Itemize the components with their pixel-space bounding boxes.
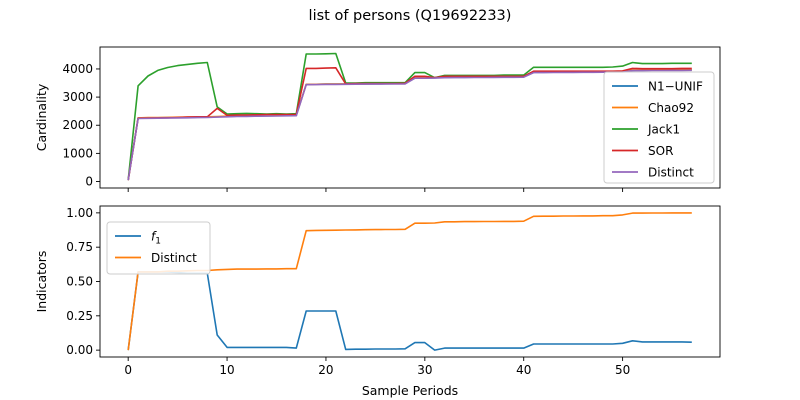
- y-axis-label: Cardinality: [34, 83, 49, 151]
- x-tick-label: 40: [516, 363, 531, 377]
- x-tick-label: 10: [219, 363, 234, 377]
- series-line-distinct: [127, 69, 692, 181]
- y-tick-label: 0.25: [66, 309, 93, 323]
- x-tick-label: 50: [615, 363, 630, 377]
- legend-label-distinct: Distinct: [648, 166, 694, 180]
- legend-box: [106, 221, 211, 275]
- series-line-sor: [127, 67, 692, 181]
- y-tick-label: 1000: [62, 146, 93, 160]
- series-line-jack1: [127, 52, 692, 181]
- y-tick-label: 4000: [62, 62, 93, 76]
- series-line-f1: [127, 271, 692, 351]
- x-tick-label: 20: [318, 363, 333, 377]
- legend-label-chao92: Chao92: [648, 101, 694, 115]
- axes-frame: [99, 46, 721, 189]
- legend-label-sor: SOR: [648, 144, 673, 158]
- indicators-panel: 0 10 20 30 40 50 0.00 0.25 0.50 0.75 1.00 Indicator…: [34, 205, 721, 398]
- legend: N1−UNIF Chao92 Jack1 SOR Distinct: [603, 71, 715, 184]
- figure-title: list of persons (Q19692233): [309, 8, 512, 24]
- legend-label-f1: f1: [151, 230, 161, 247]
- y-tick-label: 1.00: [66, 206, 93, 220]
- y-tick-label: 3000: [62, 90, 93, 104]
- y-axis-label: Indicators: [34, 251, 49, 313]
- x-tick-label: 30: [417, 363, 432, 377]
- legend-label-n1-unif: N1−UNIF: [648, 80, 703, 94]
- y-tick-label: 0.75: [66, 240, 93, 254]
- y-tick-label: 0.00: [66, 343, 93, 357]
- legend-label-jack1: Jack1: [647, 123, 680, 137]
- cardinality-panel: 0 1000 2000 3000 4000 Cardinality N1−UNIF Chao9…: [34, 46, 721, 192]
- series-line-distinctratio: [127, 212, 692, 351]
- y-tick-label: 0.50: [66, 275, 93, 289]
- legend-box: [603, 71, 715, 184]
- legend-label-distinctratio: Distinct: [151, 251, 197, 265]
- legend: f1 Distinct: [106, 221, 211, 275]
- x-axis-label: Sample Periods: [362, 383, 458, 398]
- x-tick-label: 0: [124, 363, 132, 377]
- y-tick-label: 2000: [62, 118, 93, 132]
- y-tick-label: 0: [85, 175, 93, 189]
